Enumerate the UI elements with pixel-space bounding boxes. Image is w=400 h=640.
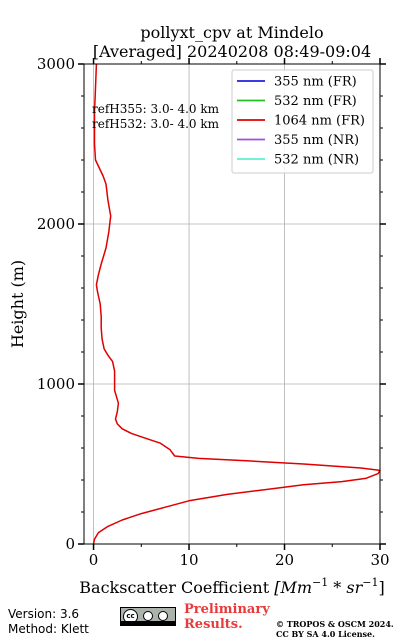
version-text: Version: 3.6 — [8, 607, 80, 621]
chart-title-line1: pollyxt_cpv at Mindelo — [140, 23, 323, 42]
x-tick-label-0: 0 — [89, 551, 99, 569]
annotation-refh355: refH355: 3.0- 4.0 km — [92, 102, 220, 116]
axis-ticks: 0 10 20 30 0 1000 2000 3000 — [37, 55, 390, 569]
x-axis-label-exp2: −1 — [362, 576, 378, 589]
preliminary-line1: Preliminary — [184, 602, 270, 617]
y-tick-label-1: 1000 — [37, 375, 75, 393]
legend-entry-0: 355 nm (FR) — [274, 75, 357, 90]
series-line-0 — [92, 63, 381, 545]
x-axis-label: Backscatter Coefficient [Mm−1 * sr−1] — [79, 576, 384, 597]
x-axis-label-unit: [Mm — [274, 578, 312, 597]
preliminary-line2: Results. — [184, 617, 243, 632]
legend-entry-2: 1064 nm (FR) — [274, 114, 365, 129]
chart-title-line2: [Averaged] 20240208 08:49-09:04 — [93, 42, 371, 61]
cc-by-icon — [143, 611, 153, 621]
x-axis-label-mid: * sr — [328, 578, 363, 597]
x-tick-label-3: 30 — [370, 551, 389, 569]
method-text: Method: Klett — [8, 622, 89, 636]
cc-badge-strip — [121, 621, 175, 625]
x-axis-label-end: ] — [378, 578, 384, 597]
x-tick-label-2: 20 — [275, 551, 294, 569]
copyright-line1: © TROPOS & OSCM 2024. — [276, 619, 394, 629]
plot-frame — [83, 63, 381, 545]
annotation-refh532: refH532: 3.0- 4.0 km — [92, 117, 220, 131]
legend-box — [231, 69, 374, 174]
copyright-line2: CC BY SA 4.0 License. — [276, 629, 375, 639]
copyright-note: © TROPOS & OSCM 2024. CC BY SA 4.0 Licen… — [276, 619, 394, 639]
preliminary-results-note: Preliminary Results. — [184, 602, 270, 632]
cc-logo-icon: cc — [123, 609, 138, 624]
legend-entry-1: 532 nm (FR) — [274, 94, 357, 109]
y-tick-label-3: 3000 — [37, 55, 75, 73]
y-tick-label-0: 0 — [65, 535, 75, 553]
y-tick-label-2: 2000 — [37, 215, 75, 233]
cc-sa-icon — [158, 611, 168, 621]
footer-info: Version: 3.6 Method: Klett — [8, 607, 89, 637]
legend-entry-4: 532 nm (NR) — [274, 153, 359, 168]
legend-entry-3: 355 nm (NR) — [274, 133, 359, 148]
series-layer — [92, 63, 381, 545]
y-axis-label: Height (m) — [8, 260, 27, 348]
x-axis-label-main: Backscatter Coefficient — [79, 578, 274, 597]
cc-license-badge: cc — [120, 607, 176, 626]
x-axis-label-exp1: −1 — [312, 576, 328, 589]
legend: 355 nm (FR) 532 nm (FR) 1064 nm (FR) 355 nm… — [231, 69, 374, 174]
x-tick-label-1: 10 — [179, 551, 198, 569]
